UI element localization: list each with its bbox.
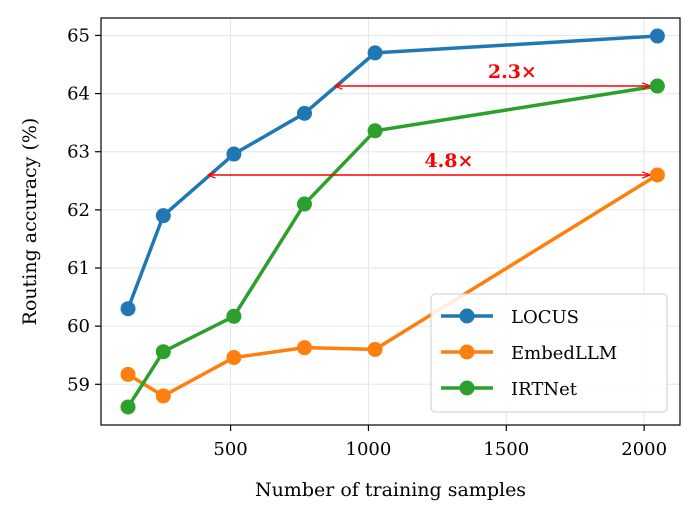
y-tick-label: 59 bbox=[67, 374, 90, 395]
data-point bbox=[226, 350, 242, 366]
x-tick-label: 500 bbox=[213, 439, 247, 460]
series-line bbox=[126, 34, 660, 311]
data-point bbox=[120, 366, 136, 382]
x-tick-label: 1500 bbox=[483, 439, 529, 460]
data-point bbox=[155, 388, 171, 404]
annotations: 2.3× 4.8× bbox=[209, 61, 650, 175]
legend-marker bbox=[459, 380, 475, 396]
legend-label: IRTNet bbox=[511, 379, 578, 400]
legend-box bbox=[430, 293, 668, 413]
legend-item-locus: LOCUS bbox=[441, 307, 579, 328]
data-point bbox=[120, 301, 136, 317]
legend-item-embedllm: EmbedLLM bbox=[441, 343, 617, 364]
y-tick-label: 61 bbox=[67, 258, 90, 279]
data-point bbox=[296, 196, 312, 212]
x-axis-label: Number of training samples bbox=[255, 479, 526, 501]
data-point bbox=[226, 146, 242, 162]
ratio-label: 4.8× bbox=[424, 150, 473, 172]
data-point bbox=[226, 308, 242, 324]
legend-marker bbox=[459, 308, 475, 324]
data-point bbox=[649, 167, 665, 183]
x-tick-label: 2000 bbox=[621, 439, 667, 460]
series-irtnet bbox=[120, 78, 665, 415]
data-point bbox=[155, 208, 171, 224]
series-line bbox=[126, 84, 660, 409]
data-point bbox=[120, 399, 136, 415]
data-point bbox=[649, 28, 665, 44]
legend-label: EmbedLLM bbox=[511, 343, 617, 364]
series-locus bbox=[120, 28, 665, 317]
data-point bbox=[367, 341, 383, 357]
x-tick-label: 1000 bbox=[346, 439, 392, 460]
data-point bbox=[367, 45, 383, 61]
y-tick-label: 65 bbox=[67, 25, 90, 46]
y-tick-label: 64 bbox=[67, 84, 90, 105]
plot-frame bbox=[100, 17, 681, 426]
axis-ticks: 500 1000 1500 2000 59 60 61 62 63 64 65 bbox=[67, 25, 667, 460]
y-tick-label: 62 bbox=[67, 200, 90, 221]
data-point bbox=[367, 123, 383, 139]
data-point bbox=[649, 78, 665, 94]
legend: LOCUS EmbedLLM IRTNet bbox=[430, 293, 668, 413]
legend-label: LOCUS bbox=[511, 307, 579, 328]
data-point bbox=[155, 344, 171, 360]
y-axis-label: Routing accuracy (%) bbox=[19, 118, 41, 326]
y-tick-label: 60 bbox=[67, 316, 90, 337]
series-embedllm bbox=[120, 167, 665, 404]
series-lines bbox=[120, 28, 665, 415]
data-point bbox=[296, 105, 312, 121]
data-point bbox=[296, 340, 312, 356]
ratio-label: 2.3× bbox=[488, 61, 537, 83]
legend-marker bbox=[459, 344, 475, 360]
legend-item-irtnet: IRTNet bbox=[441, 379, 578, 400]
y-tick-label: 63 bbox=[67, 142, 90, 163]
